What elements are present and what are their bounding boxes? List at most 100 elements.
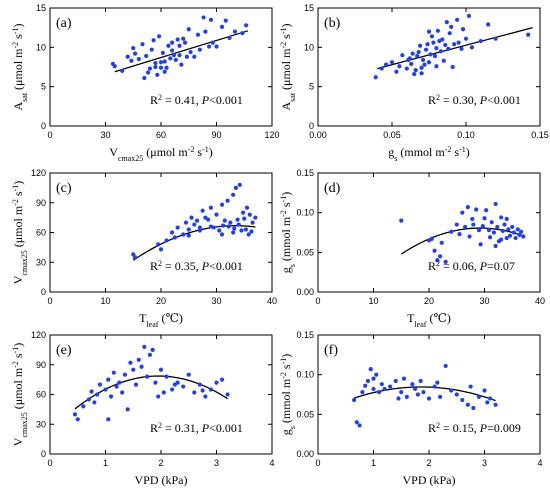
data-point: [415, 53, 420, 59]
r2-value: = 0.30,: [440, 93, 480, 107]
r2-annotation: R2 = 0.15, P=0.009: [428, 421, 521, 436]
data-point: [507, 233, 513, 238]
data-point: [186, 27, 191, 32]
data-point: [467, 234, 472, 239]
y-tick-label: 0: [309, 121, 314, 131]
p-value: <0.001: [209, 421, 243, 435]
label-sup: -2: [11, 42, 20, 49]
data-point: [140, 42, 145, 47]
data-point: [170, 387, 175, 392]
x-tick-label: 0.05: [383, 130, 401, 140]
label-end: ): [279, 23, 293, 27]
y-tick-label: 120: [31, 330, 46, 340]
data-point: [495, 224, 500, 230]
x-axis-label: VPD (kPa): [403, 473, 456, 487]
label-sub: sat: [288, 92, 297, 102]
plot-frame: [317, 334, 541, 455]
label-sup: -1: [459, 145, 466, 154]
data-point: [158, 65, 164, 70]
label-rest: (μmol m: [143, 145, 188, 159]
data-point: [439, 240, 444, 245]
data-point: [219, 202, 225, 207]
y-tick-label: 15: [36, 3, 46, 13]
data-point: [499, 215, 504, 220]
data-point: [471, 222, 476, 227]
label-main: V: [109, 145, 118, 159]
data-point: [166, 43, 171, 48]
data-point: [466, 13, 472, 18]
data-point: [153, 380, 158, 385]
label-sub: cmax25: [118, 154, 143, 163]
data-point: [136, 357, 141, 362]
y-tick-label: 10: [304, 42, 314, 52]
data-point: [206, 217, 211, 222]
label-sub: s: [288, 264, 297, 267]
data-point: [432, 53, 438, 59]
data-point: [456, 40, 461, 45]
data-point: [86, 397, 91, 402]
r2-symbol: R: [150, 421, 158, 435]
label-end: ): [11, 181, 25, 185]
x-tick-label: 30: [100, 130, 110, 140]
data-point: [394, 69, 399, 74]
x-tick-label: 0: [315, 296, 320, 306]
fit-line: [400, 227, 524, 255]
data-point: [399, 390, 404, 395]
data-point: [371, 376, 376, 381]
data-point: [513, 235, 518, 241]
x-tick-label: 10: [100, 296, 110, 306]
data-point: [486, 22, 491, 27]
data-point: [383, 62, 389, 67]
p-symbol: P: [201, 259, 210, 273]
label-main: g: [388, 145, 394, 159]
label-mid: s: [279, 34, 293, 42]
y-axis-label: Asat (μmol m-2 s-1): [279, 23, 297, 110]
data-point: [426, 60, 432, 65]
data-point: [470, 216, 475, 222]
data-point: [407, 56, 412, 61]
data-point: [241, 210, 246, 215]
data-point: [510, 224, 515, 230]
data-point: [449, 388, 454, 393]
data-point: [489, 220, 494, 225]
data-point: [521, 234, 526, 239]
label-main: g: [279, 429, 293, 435]
data-point: [156, 242, 161, 247]
r2-symbol: R: [150, 93, 158, 107]
data-point: [421, 390, 426, 395]
y-tick-label: 0.15: [296, 168, 314, 178]
r2-sup: 2: [436, 259, 440, 268]
label-end: ): [466, 145, 470, 159]
y-tick-label: 0.15: [296, 330, 314, 340]
data-point: [208, 205, 214, 210]
data-point: [208, 224, 214, 229]
data-point: [170, 48, 175, 53]
data-point: [103, 387, 108, 392]
data-point: [208, 17, 214, 22]
data-point: [192, 390, 197, 395]
label-main: T: [407, 311, 415, 325]
label-sup: -2: [11, 199, 20, 206]
y-tick-label: 30: [36, 257, 46, 267]
data-point: [112, 64, 117, 69]
label-sup: -2: [279, 210, 288, 217]
label-rest: (℃): [158, 311, 182, 325]
data-point: [480, 224, 485, 229]
data-point: [222, 218, 227, 223]
label-main: VPD (kPa): [135, 473, 188, 487]
panel-label: (e): [56, 343, 72, 358]
label-sup: -2: [188, 145, 195, 154]
r2-value: = 0.15,: [440, 421, 480, 435]
data-point: [438, 254, 443, 259]
data-point: [440, 37, 445, 42]
data-point: [504, 235, 509, 241]
data-point: [153, 60, 158, 66]
data-point: [72, 412, 78, 417]
x-tick-label: 4: [269, 458, 274, 468]
data-point: [484, 208, 489, 213]
x-tick-label: 0.15: [531, 130, 549, 140]
data-point: [506, 227, 511, 232]
data-point: [515, 227, 520, 232]
data-point: [444, 20, 449, 25]
label-sup: -1: [279, 27, 288, 34]
